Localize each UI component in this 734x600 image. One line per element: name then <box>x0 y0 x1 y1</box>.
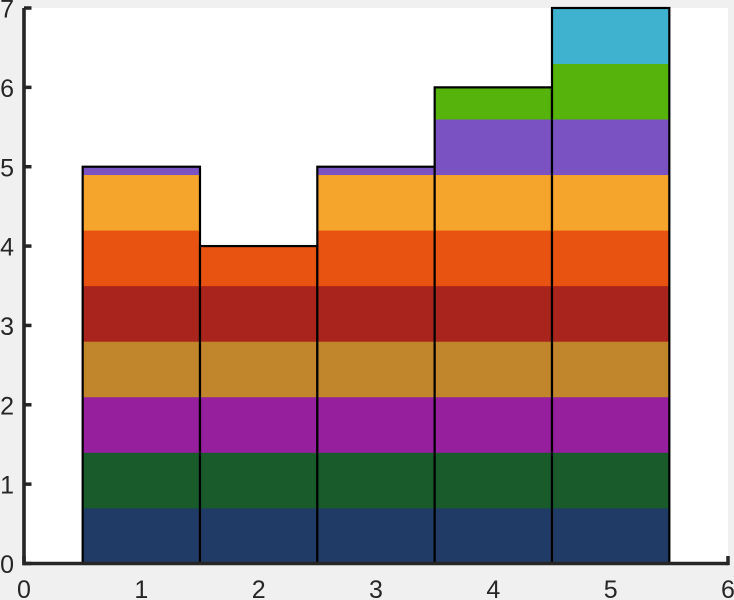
svg-text:7: 7 <box>0 0 14 24</box>
svg-text:1: 1 <box>0 472 14 500</box>
svg-text:0: 0 <box>0 551 14 579</box>
svg-text:4: 4 <box>0 234 14 262</box>
svg-text:3: 3 <box>0 313 14 341</box>
svg-text:6: 6 <box>0 75 14 103</box>
svg-text:1: 1 <box>134 576 148 600</box>
svg-text:5: 5 <box>604 576 618 600</box>
svg-text:2: 2 <box>0 392 14 420</box>
svg-text:0: 0 <box>17 576 31 600</box>
svg-text:4: 4 <box>486 576 500 600</box>
svg-text:2: 2 <box>252 576 266 600</box>
svg-text:3: 3 <box>369 576 383 600</box>
svg-text:5: 5 <box>0 154 14 182</box>
svg-text:6: 6 <box>721 576 734 600</box>
